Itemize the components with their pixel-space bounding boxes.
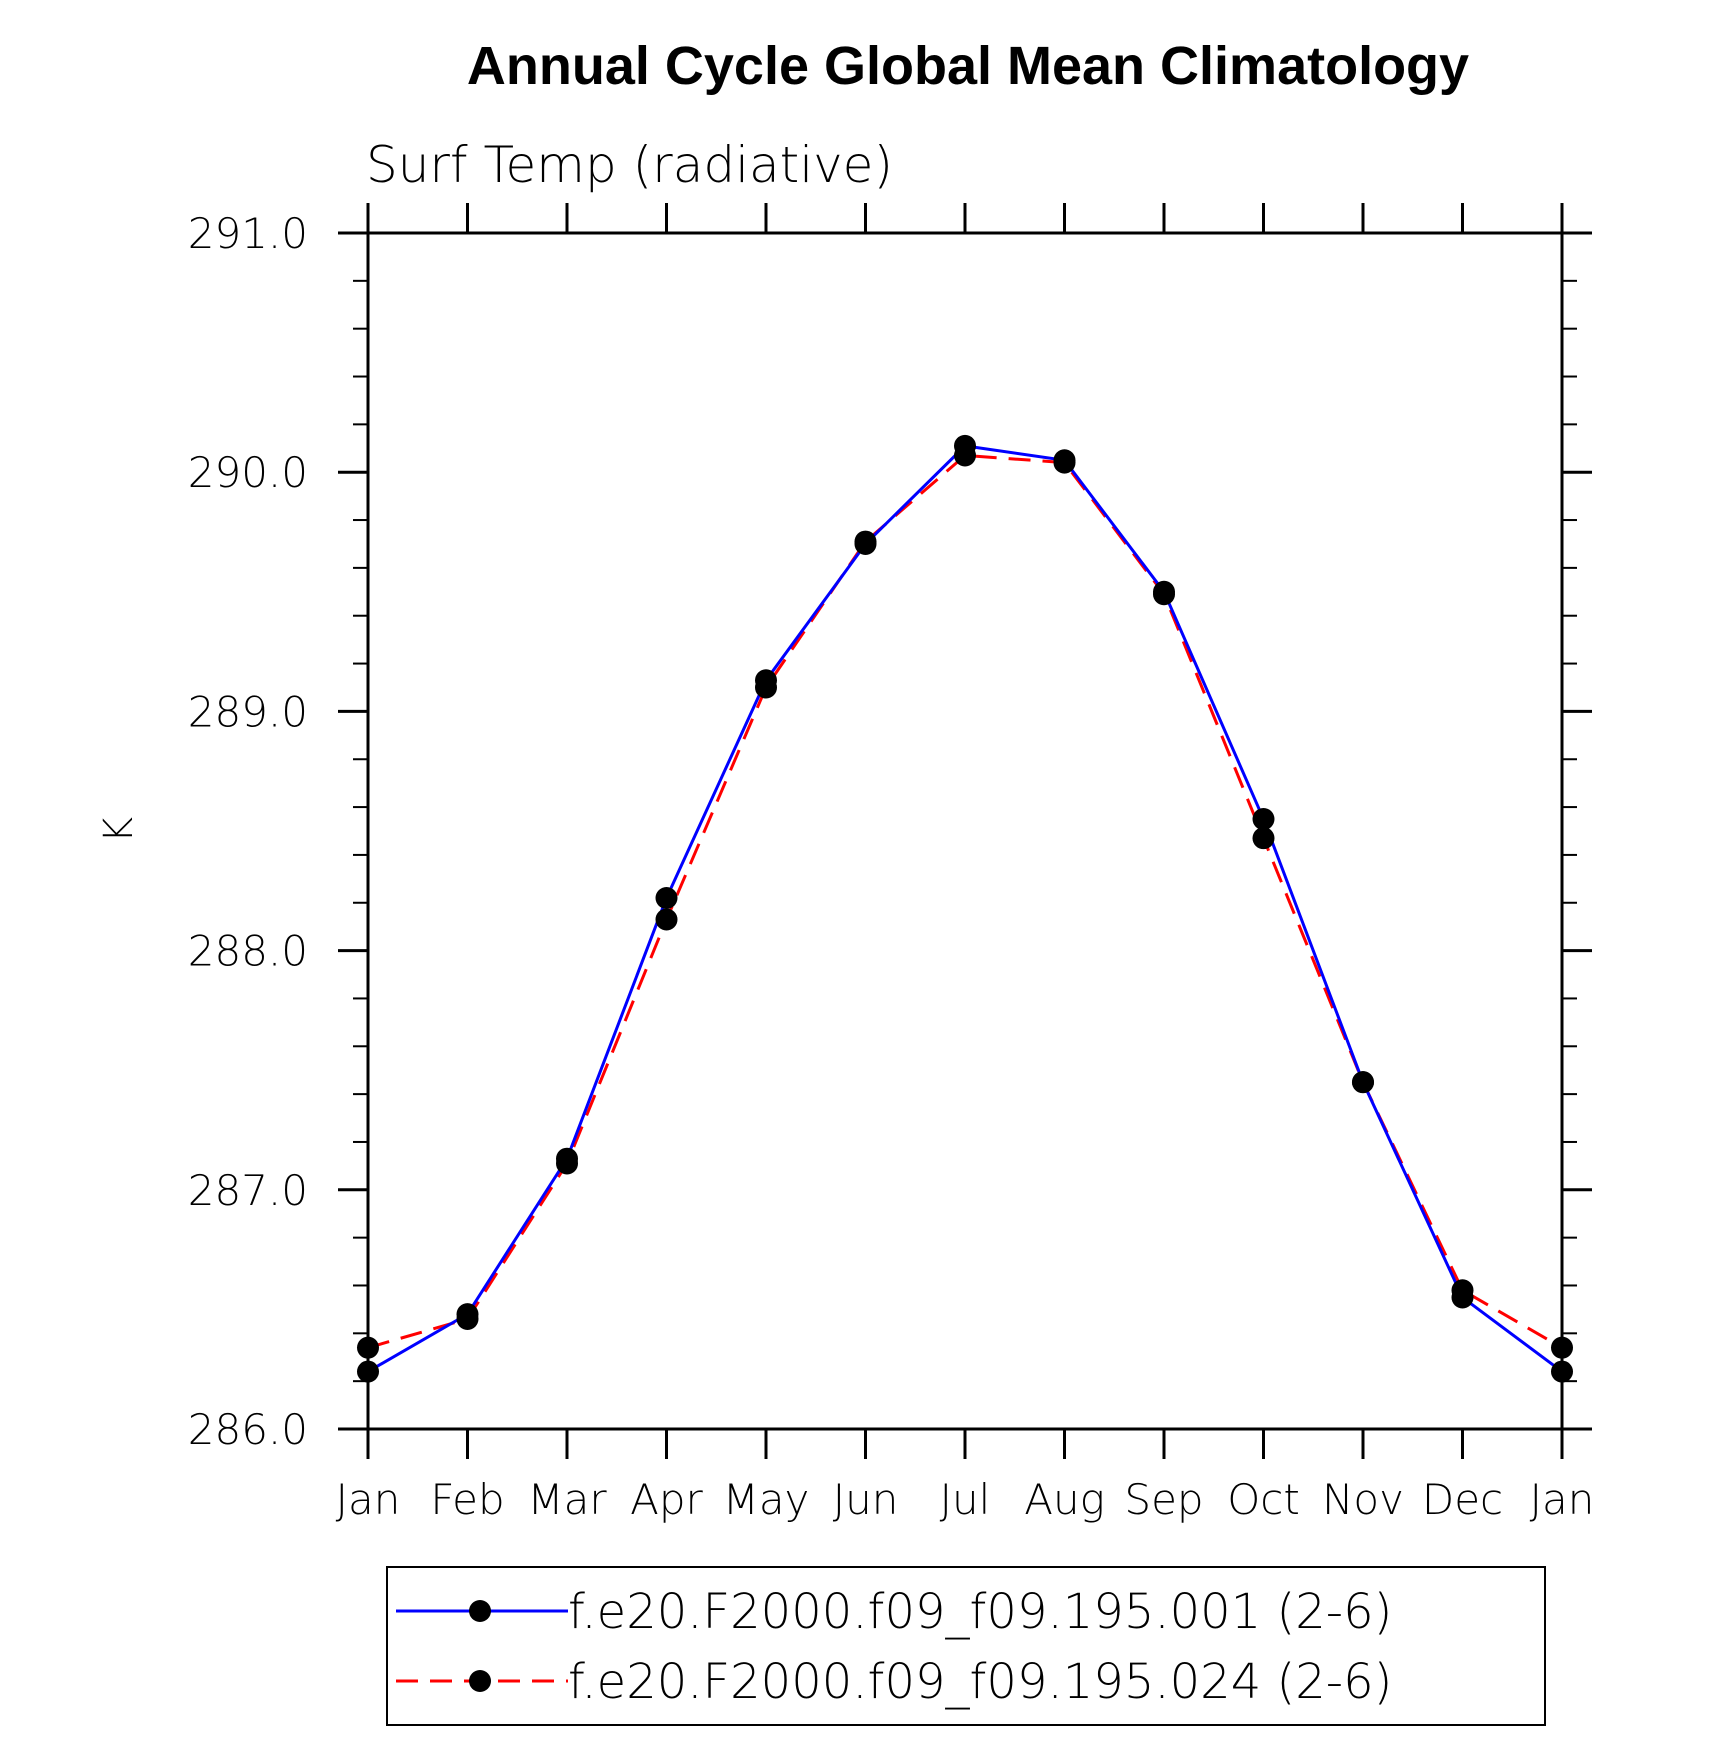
data-point-series-2 bbox=[655, 908, 678, 931]
legend: f.e20.F2000.f09_f09.195.001 (2-6) f.e20.… bbox=[386, 1566, 1546, 1726]
data-point-series-2 bbox=[854, 530, 877, 553]
legend-label-series-2: f.e20.F2000.f09_f09.195.024 (2-6) bbox=[568, 1654, 1392, 1710]
y-tick-label: 291.0 bbox=[188, 209, 308, 258]
data-point-series-1 bbox=[1252, 808, 1275, 831]
legend-label-series-1: f.e20.F2000.f09_f09.195.001 (2-6) bbox=[568, 1584, 1392, 1640]
x-tick-label: Oct bbox=[1227, 1475, 1300, 1524]
data-point-series-2 bbox=[357, 1336, 379, 1359]
data-point-series-1 bbox=[1551, 1360, 1573, 1383]
y-tick-label: 286.0 bbox=[188, 1405, 308, 1454]
data-point-series-2 bbox=[954, 444, 976, 467]
plot-frame bbox=[366, 231, 1564, 1431]
series-lines bbox=[367, 444, 1563, 1373]
y-axis-label: K bbox=[96, 817, 142, 843]
axis-ticks bbox=[338, 203, 1592, 1459]
x-tick-label: Mar bbox=[527, 1475, 607, 1524]
data-point-series-2 bbox=[1252, 827, 1275, 850]
y-tick-label: 290.0 bbox=[188, 448, 308, 497]
x-tick-label: Nov bbox=[1322, 1475, 1404, 1524]
x-tick-label: Jan bbox=[1530, 1475, 1595, 1524]
x-tick-label: Apr bbox=[630, 1475, 703, 1524]
y-tick-label: 288.0 bbox=[188, 927, 308, 976]
data-point-series-2 bbox=[556, 1152, 578, 1175]
x-tick-label: Aug bbox=[1024, 1475, 1105, 1524]
x-tick-label: Jun bbox=[833, 1475, 899, 1524]
data-point-series-2 bbox=[1352, 1071, 1374, 1094]
series-line-1 bbox=[367, 444, 1563, 1373]
legend-marker-series-1 bbox=[469, 1600, 491, 1622]
x-tick-label: Feb bbox=[430, 1475, 504, 1524]
data-point-series-2 bbox=[1053, 451, 1076, 474]
data-point-series-2 bbox=[456, 1307, 479, 1330]
data-point-series-1 bbox=[655, 886, 678, 909]
legend-marker-series-2 bbox=[469, 1670, 491, 1692]
x-tick-label: Jan bbox=[336, 1475, 401, 1524]
data-point-series-1 bbox=[357, 1360, 379, 1383]
data-point-series-2 bbox=[1451, 1279, 1474, 1302]
y-tick-label: 287.0 bbox=[188, 1166, 308, 1215]
x-tick-label: May bbox=[723, 1475, 810, 1524]
data-point-series-2 bbox=[1551, 1336, 1573, 1359]
x-tick-label: Dec bbox=[1422, 1475, 1503, 1524]
axis-tick-labels: Jan Feb Mar Apr May Jun Jul Aug Sep Oct Nov Dec Jan 2… bbox=[188, 209, 1595, 1524]
series-line-2 bbox=[367, 453, 1563, 1350]
chart-title: Annual Cycle Global Mean Climatology bbox=[467, 36, 1469, 96]
series-markers bbox=[357, 434, 1573, 1383]
data-point-series-2 bbox=[755, 676, 777, 699]
x-tick-label: Sep bbox=[1124, 1475, 1203, 1524]
legend-box bbox=[386, 1566, 1546, 1726]
chart-subtitle: Surf Temp (radiative) bbox=[366, 136, 893, 194]
y-tick-label: 289.0 bbox=[188, 687, 308, 736]
x-tick-label: Jul bbox=[940, 1475, 991, 1524]
data-point-series-2 bbox=[1153, 583, 1175, 606]
